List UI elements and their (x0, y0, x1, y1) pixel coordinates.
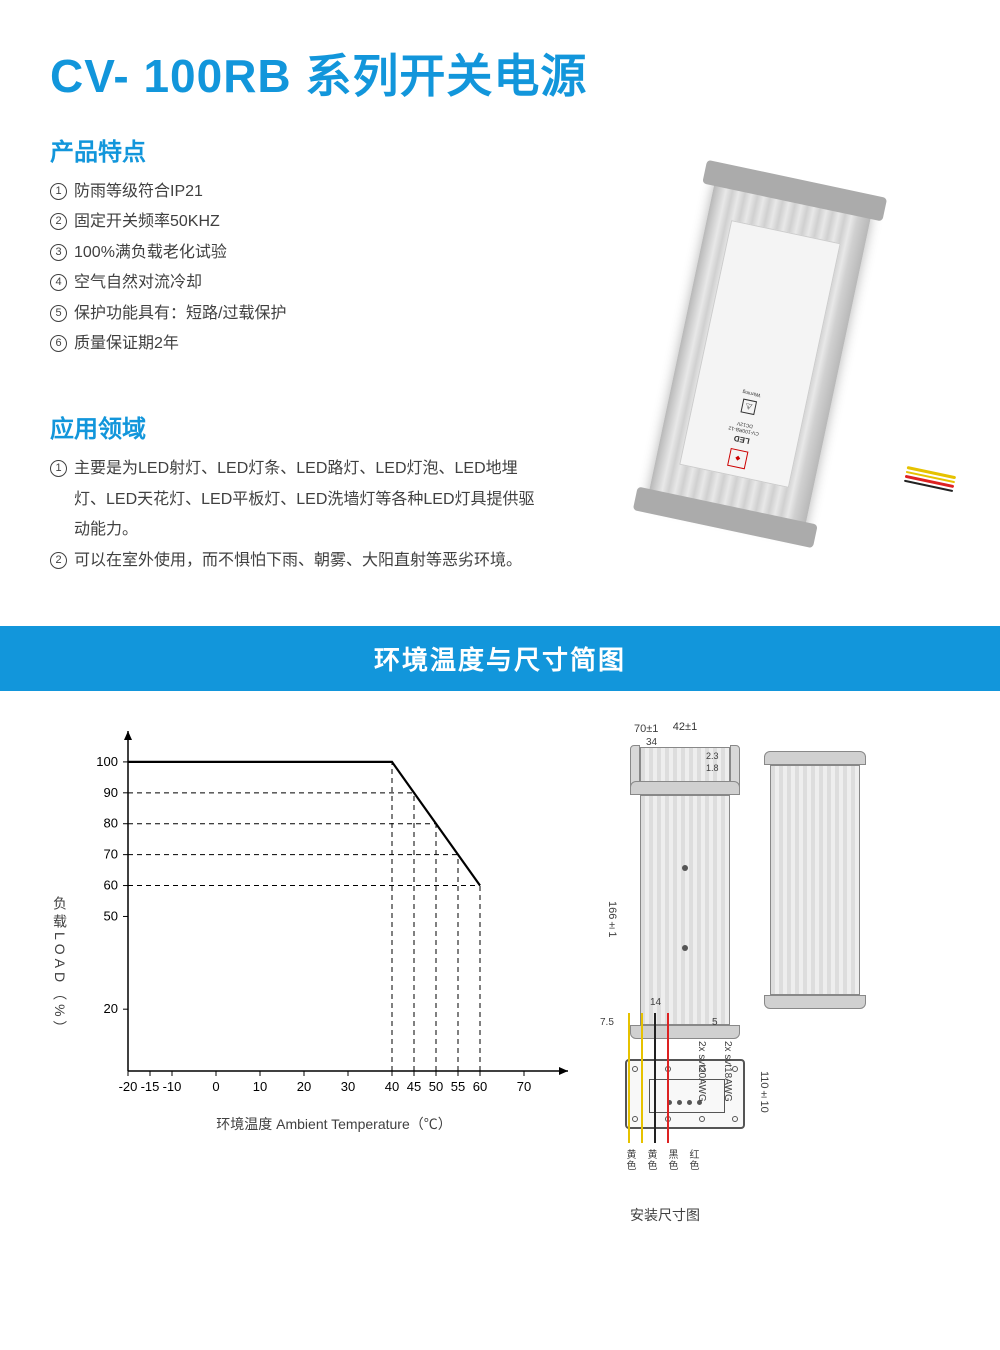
feature-item: 保护功能具有：短路/过载保护 (74, 299, 286, 329)
dimension-caption: 安装尺寸图 (630, 1205, 700, 1225)
svg-text:50: 50 (104, 908, 118, 923)
dim-label: 2x svt18AWG (722, 1041, 733, 1102)
product-photo: ◆ LED CV-100RB-12DC12V ⚠ Warning (600, 164, 920, 544)
chart-x-axis-label: 环境温度 Ambient Temperature（℃） (78, 1114, 590, 1134)
svg-text:55: 55 (451, 1079, 465, 1094)
svg-text:60: 60 (473, 1079, 487, 1094)
page-title: CV- 100RB 系列开关电源 (50, 40, 950, 106)
feature-item: 100%满负载老化试验 (74, 238, 227, 268)
feature-item: 防雨等级符合IP21 (74, 177, 203, 207)
derating-chart: -20-15-10 0 10 20 30 40 45 50 55 60 70 20 50 60 70 80 90… (78, 721, 578, 1101)
svg-text:30: 30 (341, 1079, 355, 1094)
application-item: 可以在室外使用，而不惧怕下雨、朝雾、大阳直射等恶劣环境。 (74, 546, 540, 576)
svg-text:-10: -10 (163, 1079, 182, 1094)
features-list: 1防雨等级符合IP21 2固定开关频率50KHZ 3100%满负载老化试验 4空… (50, 177, 540, 359)
svg-text:60: 60 (104, 877, 118, 892)
svg-text:20: 20 (104, 1001, 118, 1016)
wire-color-label: 黄色 (643, 1149, 658, 1171)
wire-color-label: 黄色 (622, 1149, 637, 1171)
dim-label: 1.8 (706, 763, 719, 773)
svg-text:-15: -15 (141, 1079, 160, 1094)
dim-label: 34 (646, 737, 657, 748)
svg-text:0: 0 (212, 1079, 219, 1094)
dim-label: 166±1 (606, 901, 618, 937)
feature-item: 空气自然对流冷却 (74, 268, 202, 298)
svg-text:10: 10 (253, 1079, 267, 1094)
dimension-drawing: 42±1 166±1 (610, 721, 950, 1134)
wire-color-label: 红色 (685, 1149, 700, 1171)
chart-y-axis-label: 负载LOAD（%） (50, 721, 70, 1134)
svg-text:70: 70 (104, 847, 118, 862)
svg-text:-20: -20 (119, 1079, 138, 1094)
section-banner: 环境温度与尺寸简图 (0, 626, 1000, 691)
applications-list: 1主要是为LED射灯、LED灯条、LED路灯、LED灯泡、LED地埋灯、LED天… (50, 454, 540, 576)
dim-label: 7.5 (600, 1017, 614, 1028)
applications-heading: 应用领域 (50, 409, 540, 444)
svg-text:20: 20 (297, 1079, 311, 1094)
feature-item: 固定开关频率50KHZ (74, 207, 220, 237)
features-heading: 产品特点 (50, 132, 540, 167)
dim-label: 70±1 (634, 723, 658, 735)
svg-text:40: 40 (385, 1079, 399, 1094)
svg-text:80: 80 (104, 816, 118, 831)
dim-label: 2x svt20AWG (696, 1041, 707, 1102)
svg-text:45: 45 (407, 1079, 421, 1094)
dim-label: 110±10 (758, 1071, 770, 1113)
feature-item: 质量保证期2年 (74, 329, 179, 359)
dim-label: 5 (712, 1017, 718, 1028)
svg-text:70: 70 (517, 1079, 531, 1094)
svg-text:90: 90 (104, 785, 118, 800)
svg-text:100: 100 (96, 754, 118, 769)
svg-text:50: 50 (429, 1079, 443, 1094)
dim-label: 14 (650, 997, 661, 1008)
application-item: 主要是为LED射灯、LED灯条、LED路灯、LED灯泡、LED地埋灯、LED天花… (74, 454, 540, 545)
dim-label: 2.3 (706, 751, 719, 761)
wire-color-label: 黑色 (664, 1149, 679, 1171)
